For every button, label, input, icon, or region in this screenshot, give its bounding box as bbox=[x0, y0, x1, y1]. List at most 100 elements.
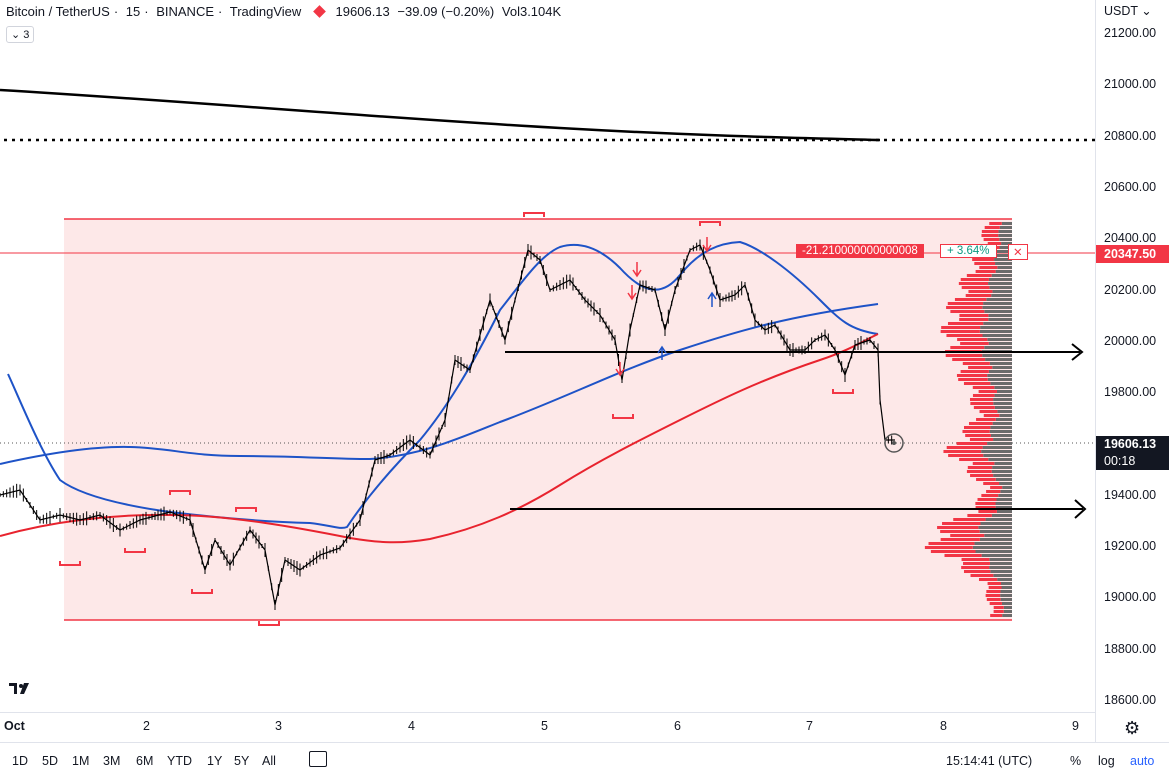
volume-profile-bar bbox=[1001, 222, 1012, 225]
signal-arrows bbox=[615, 237, 717, 377]
volume-profile-bar bbox=[959, 314, 989, 317]
volume-profile-bar bbox=[950, 310, 985, 313]
volume-profile-bar bbox=[994, 254, 1012, 257]
volume-profile-bar bbox=[999, 414, 1012, 417]
volume-profile-bar bbox=[991, 514, 1012, 517]
range-button-1m[interactable]: 1M bbox=[72, 754, 90, 768]
price-tick: 19400.00 bbox=[1104, 487, 1157, 502]
time-tick: 7 bbox=[806, 719, 813, 733]
volume-profile-bar bbox=[983, 302, 1012, 305]
volume-profile-bar bbox=[947, 322, 984, 325]
price-axis[interactable]: USDT ⌄ 21200.00 21000.00 20800.00 20600.00 2… bbox=[1095, 0, 1169, 742]
volume-profile-bar bbox=[989, 566, 1012, 569]
volume-profile-bar bbox=[940, 538, 980, 541]
price-tick: 18600.00 bbox=[1104, 692, 1157, 707]
compare-range-icon[interactable] bbox=[309, 751, 327, 767]
volume-profile-bar bbox=[975, 506, 996, 509]
volume-profile-bar bbox=[988, 342, 1012, 345]
indicators-toggle[interactable]: ⌄ 3 bbox=[6, 26, 35, 43]
volume-profile-bar bbox=[998, 230, 1012, 233]
position-pnl[interactable]: -21.210000000000008 bbox=[796, 244, 924, 258]
volume-profile-bar bbox=[995, 506, 1012, 509]
volume-profile-bar bbox=[1001, 582, 1012, 585]
volume-profile-bar bbox=[960, 370, 989, 373]
settings-gear-icon[interactable]: ⚙ bbox=[1124, 718, 1141, 738]
volume-profile-bar bbox=[999, 238, 1012, 241]
volume-profile-bar bbox=[990, 570, 1012, 573]
volume-profile-bar bbox=[988, 370, 1012, 373]
pivot-bracket bbox=[124, 548, 146, 553]
position-close-button[interactable]: ✕ bbox=[1008, 244, 1028, 260]
volume-profile-bar bbox=[952, 358, 986, 361]
chart-plot-area[interactable]: Bitcoin / TetherUS · 15 · BINANCE · Trading… bbox=[0, 0, 1095, 712]
price-tick: 21200.00 bbox=[1104, 26, 1157, 40]
log-toggle[interactable]: log bbox=[1098, 754, 1115, 768]
tradingview-logo-icon[interactable] bbox=[8, 680, 32, 696]
volume-profile-bar bbox=[981, 234, 999, 237]
volume-profile-bar bbox=[966, 470, 992, 473]
ma-blue-fast-line bbox=[7, 240, 879, 529]
time-tick: 5 bbox=[541, 719, 548, 733]
range-button-5y[interactable]: 5Y bbox=[234, 754, 250, 768]
symbol-name[interactable]: Bitcoin / TetherUS bbox=[6, 4, 110, 19]
volume-profile-bar bbox=[981, 494, 999, 497]
time-axis[interactable]: Oct 2 3 4 5 6 7 8 9 bbox=[0, 712, 1095, 743]
range-button-1d[interactable]: 1D bbox=[12, 754, 28, 768]
chart-canvas[interactable] bbox=[0, 0, 1095, 712]
volume-profile-bar bbox=[993, 574, 1012, 577]
close-icon: ✕ bbox=[1013, 247, 1023, 259]
currency-label[interactable]: USDT ⌄ bbox=[1104, 4, 1152, 18]
volume-profile-bar bbox=[996, 498, 1012, 501]
price-candles bbox=[0, 239, 895, 610]
interval-label[interactable]: 15 bbox=[125, 4, 141, 19]
volume-profile-bar bbox=[954, 298, 987, 301]
volume-profile-bar bbox=[977, 498, 997, 501]
volume-profile-bar bbox=[989, 222, 1002, 225]
volume-profile-bar bbox=[986, 298, 1012, 301]
exchange-label: BINANCE bbox=[156, 4, 215, 19]
price-tick: 19800.00 bbox=[1104, 385, 1157, 400]
volume-profile-bar bbox=[959, 458, 989, 461]
volume-profile-bar bbox=[991, 294, 1012, 297]
volume-profile-bar bbox=[989, 558, 1012, 561]
volume-profile-bar bbox=[1001, 602, 1012, 605]
volume-profile-bar bbox=[965, 294, 992, 297]
volume-profile-bar bbox=[975, 550, 1012, 553]
volume-profile-bar bbox=[972, 462, 995, 465]
auto-toggle[interactable]: auto bbox=[1130, 754, 1155, 768]
volume-profile-bar bbox=[976, 478, 996, 481]
volume-profile-bar bbox=[999, 226, 1012, 229]
ma-black-line bbox=[0, 88, 881, 142]
volume-profile-bar bbox=[994, 462, 1012, 465]
volume-profile-bar bbox=[956, 374, 988, 377]
range-button-all[interactable]: All bbox=[262, 754, 276, 768]
volume-profile-bar bbox=[961, 566, 990, 569]
volume-profile-bar bbox=[947, 302, 984, 305]
volume-profile-bar bbox=[941, 326, 981, 329]
time-tick: 9 bbox=[1072, 719, 1079, 733]
volume-profile-bar bbox=[970, 474, 994, 477]
volume-profile-bar bbox=[1002, 614, 1012, 617]
alert-price-badge: 20347.50 bbox=[1096, 245, 1169, 263]
bar-countdown: 00:18 bbox=[1104, 454, 1136, 468]
time-tick: 4 bbox=[408, 719, 415, 733]
volume-profile-bar bbox=[981, 554, 1012, 557]
volume-profile-bar bbox=[982, 446, 1012, 449]
volume-profile-bar bbox=[958, 282, 989, 285]
volume-profile-bar bbox=[956, 442, 988, 445]
circle-cursor-icon[interactable] bbox=[884, 433, 904, 453]
range-button-3m[interactable]: 3M bbox=[103, 754, 121, 768]
percent-toggle[interactable]: % bbox=[1070, 754, 1082, 768]
range-button-ytd[interactable]: YTD bbox=[167, 754, 192, 768]
range-button-1y[interactable]: 1Y bbox=[207, 754, 223, 768]
clock[interactable]: 15:14:41 (UTC) bbox=[946, 754, 1033, 768]
range-button-6m[interactable]: 6M bbox=[136, 754, 154, 768]
volume-profile-bar bbox=[945, 354, 983, 357]
pivot-bracket bbox=[258, 621, 280, 626]
volume-profile-bar bbox=[989, 430, 1012, 433]
price-tick: 20000.00 bbox=[1104, 333, 1157, 348]
range-button-5d[interactable]: 5D bbox=[42, 754, 58, 768]
range-zone bbox=[64, 219, 1012, 620]
volume-profile-bar bbox=[961, 286, 990, 289]
volume-profile-bar bbox=[992, 466, 1012, 469]
